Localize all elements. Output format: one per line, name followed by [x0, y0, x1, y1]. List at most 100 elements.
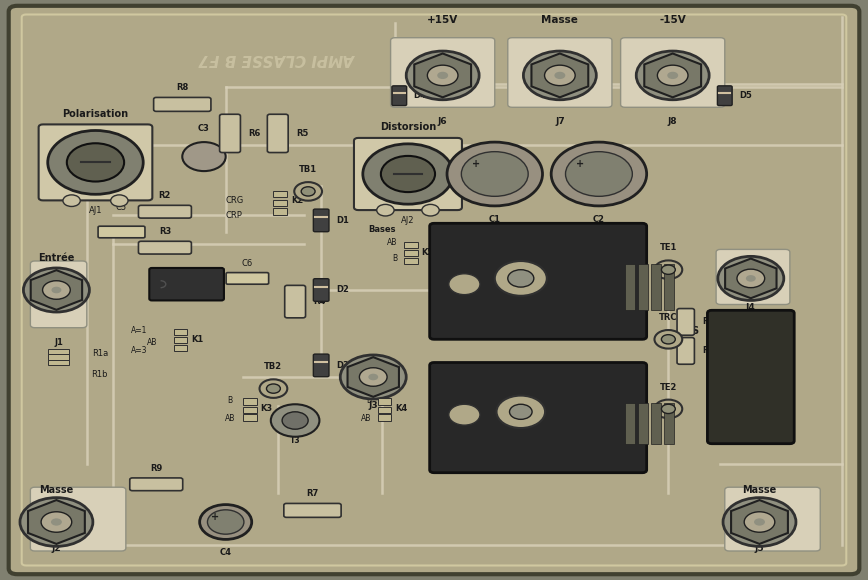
Text: K3: K3: [260, 404, 273, 414]
Polygon shape: [414, 53, 471, 97]
Circle shape: [266, 384, 280, 393]
FancyBboxPatch shape: [354, 138, 462, 210]
Text: J5: J5: [754, 543, 765, 553]
FancyBboxPatch shape: [716, 249, 790, 304]
Circle shape: [496, 396, 545, 428]
Text: T3: T3: [290, 436, 300, 445]
Text: R6: R6: [248, 129, 260, 138]
Circle shape: [667, 72, 678, 79]
Circle shape: [654, 400, 682, 418]
Circle shape: [654, 260, 682, 279]
Bar: [174, 329, 187, 335]
FancyBboxPatch shape: [154, 97, 211, 111]
Circle shape: [207, 510, 244, 534]
Circle shape: [661, 404, 675, 414]
Circle shape: [495, 261, 547, 296]
Bar: [48, 354, 69, 360]
Circle shape: [449, 404, 480, 425]
FancyBboxPatch shape: [508, 38, 612, 107]
Text: AB: AB: [225, 414, 235, 423]
Text: CRP: CRP: [226, 211, 243, 220]
Circle shape: [406, 51, 479, 100]
Text: Entrée: Entrée: [38, 253, 75, 263]
Text: D1: D1: [336, 216, 349, 225]
FancyBboxPatch shape: [285, 285, 306, 318]
Text: R3: R3: [159, 227, 171, 236]
Text: K5: K5: [421, 248, 433, 257]
Polygon shape: [347, 357, 399, 397]
Polygon shape: [644, 53, 701, 97]
Text: J6: J6: [437, 117, 448, 126]
Circle shape: [43, 281, 70, 299]
Text: AB: AB: [147, 338, 157, 347]
Text: C2: C2: [593, 215, 605, 224]
Bar: [378, 414, 391, 420]
Text: K1: K1: [191, 335, 203, 344]
FancyBboxPatch shape: [38, 125, 153, 201]
Text: B: B: [392, 253, 398, 263]
Text: AMPI CLASSE B F7: AMPI CLASSE B F7: [200, 50, 356, 66]
Text: D4: D4: [414, 91, 426, 100]
Circle shape: [544, 65, 575, 86]
Circle shape: [301, 187, 315, 196]
Text: Polarisation: Polarisation: [62, 109, 128, 119]
Text: B: B: [227, 396, 233, 405]
Text: TE1: TE1: [660, 243, 677, 252]
FancyBboxPatch shape: [30, 261, 87, 299]
Bar: [378, 398, 391, 405]
Text: R5: R5: [296, 129, 308, 138]
Text: TB1: TB1: [299, 165, 317, 174]
Text: Masse: Masse: [39, 485, 74, 495]
Circle shape: [368, 374, 378, 380]
FancyBboxPatch shape: [313, 209, 329, 231]
Circle shape: [282, 412, 308, 429]
Polygon shape: [30, 270, 82, 310]
Text: +: +: [471, 160, 480, 169]
FancyBboxPatch shape: [226, 273, 268, 284]
Bar: [664, 264, 674, 310]
Bar: [273, 208, 287, 215]
Text: D5: D5: [739, 91, 752, 100]
Text: C6: C6: [242, 259, 253, 268]
Polygon shape: [731, 500, 788, 544]
Bar: [404, 250, 418, 256]
Text: J4: J4: [746, 303, 756, 312]
Bar: [243, 398, 257, 405]
Bar: [243, 407, 257, 413]
Bar: [651, 264, 661, 310]
Circle shape: [551, 142, 647, 206]
FancyBboxPatch shape: [677, 338, 694, 364]
Text: A=1: A=1: [131, 326, 147, 335]
Text: AB: AB: [387, 238, 398, 247]
Circle shape: [23, 268, 89, 312]
FancyBboxPatch shape: [9, 6, 859, 574]
Circle shape: [661, 265, 675, 274]
Circle shape: [48, 130, 143, 194]
Text: Bases: Bases: [368, 224, 396, 234]
Polygon shape: [28, 500, 85, 544]
Text: C4: C4: [220, 548, 232, 557]
Bar: [625, 264, 635, 310]
Circle shape: [359, 368, 387, 386]
FancyBboxPatch shape: [621, 38, 725, 107]
FancyBboxPatch shape: [677, 309, 694, 335]
Text: T1: T1: [492, 276, 506, 287]
Circle shape: [555, 72, 565, 79]
Text: A=3: A=3: [130, 346, 148, 356]
Circle shape: [754, 519, 765, 525]
FancyBboxPatch shape: [98, 226, 145, 238]
Bar: [174, 337, 187, 343]
Text: RE1: RE1: [702, 317, 720, 327]
Bar: [243, 414, 257, 420]
Bar: [638, 403, 648, 444]
Text: RG: RG: [746, 368, 756, 386]
Circle shape: [427, 65, 458, 86]
Text: R4: R4: [313, 297, 326, 306]
Circle shape: [744, 512, 775, 532]
Text: R1a: R1a: [92, 349, 108, 358]
FancyBboxPatch shape: [139, 205, 191, 218]
Circle shape: [508, 270, 534, 287]
Circle shape: [41, 512, 72, 532]
Circle shape: [422, 204, 439, 216]
Circle shape: [657, 65, 688, 86]
